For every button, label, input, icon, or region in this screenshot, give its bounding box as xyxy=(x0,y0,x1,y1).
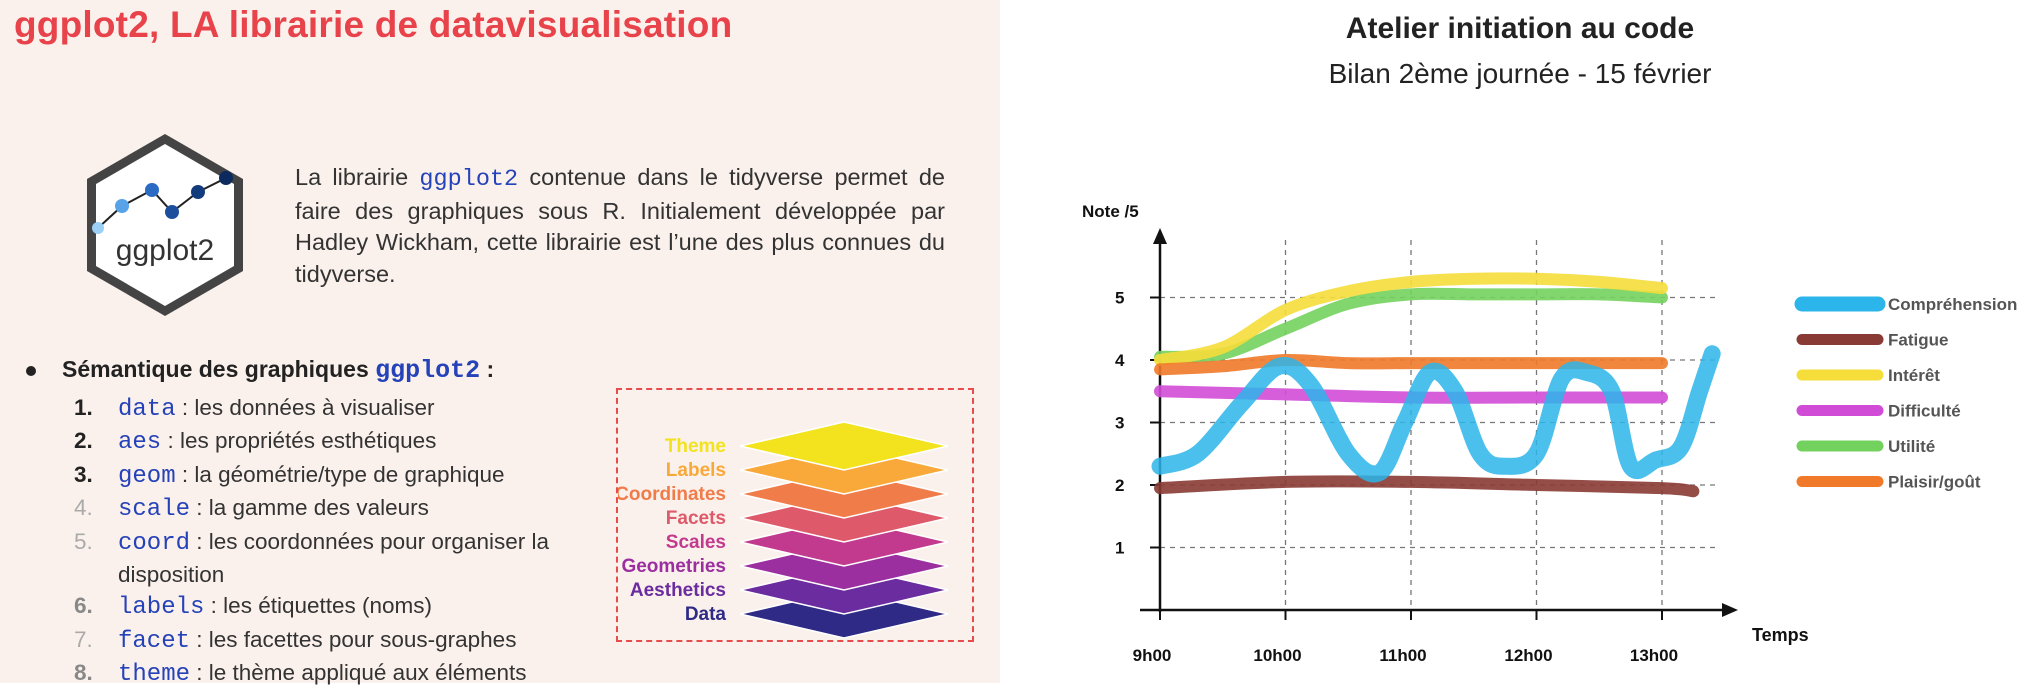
series-line xyxy=(1154,475,1700,498)
layer-label: Labels xyxy=(666,460,726,481)
item-text: : les coordonnées pour organiser la disp… xyxy=(118,528,549,588)
item-code: labels xyxy=(118,594,205,622)
intro-paragraph: La librairie ggplot2 contenue dans le ti… xyxy=(295,162,945,290)
intro-code: ggplot2 xyxy=(419,166,519,193)
semantics-list: 1. data : les données à visualiser 2. aes :… xyxy=(74,392,614,691)
semantics-item: 2. aes : les propriétés esthétiques xyxy=(74,425,614,458)
item-code: data xyxy=(118,396,176,423)
item-text: : les données à visualiser xyxy=(175,395,435,420)
item-code: scale xyxy=(118,496,191,524)
semantics-item: 1. data : les données à visualiser xyxy=(74,392,614,425)
bullet-icon xyxy=(26,365,36,376)
legend-label: Difficulté xyxy=(1888,402,1961,421)
x-tick-label: 11h00 xyxy=(1379,646,1426,665)
item-number: 1. xyxy=(74,395,93,420)
legend-label: Fatigue xyxy=(1888,331,1948,350)
semantics-item: 3. geom : la géométrie/type de graphique xyxy=(74,459,614,492)
logo-text: ggplot2 xyxy=(116,234,214,267)
item-code: coord xyxy=(118,529,191,557)
slide-title: ggplot2, LA librairie de datavisualisati… xyxy=(14,4,733,45)
y-axis-arrow-icon xyxy=(1153,228,1167,244)
slide-panel: ggplot2, LA librairie de datavisualisati… xyxy=(0,0,1000,688)
item-text: : la géométrie/type de graphique xyxy=(175,461,505,487)
item-number: 7. xyxy=(74,626,93,652)
intro-pre: La librairie xyxy=(295,164,420,190)
y-tick-label: 2 xyxy=(1115,476,1124,495)
item-code: theme xyxy=(118,661,191,689)
line-chart: 1 2 3 4 5 9h00 10h00 11h00 12h00 13h00 Note /5 Temp… xyxy=(1082,202,2017,665)
item-text: : la gamme des valeurs xyxy=(190,495,429,521)
layers-diagram: Theme Labels Coordinates Facets Scales Geomet… xyxy=(615,388,974,642)
item-number: 5. xyxy=(74,528,93,554)
series-line xyxy=(1151,345,1721,483)
semantics-colon: : xyxy=(480,356,495,382)
chart-title: Atelier initiation au code xyxy=(1345,12,1695,45)
legend-label: Utilité xyxy=(1888,437,1935,456)
layer-shape xyxy=(739,421,949,471)
layer-label: Scales xyxy=(666,532,726,553)
item-text: : les facettes pour sous-graphes xyxy=(190,626,517,652)
x-tick-label: 13h00 xyxy=(1630,646,1678,665)
layer-label: Data xyxy=(685,604,727,625)
layer-label: Coordinates xyxy=(618,484,726,505)
item-number: 8. xyxy=(74,660,93,686)
semantics-item: 5. coord : les coordonnées pour organiser… xyxy=(74,526,614,591)
item-number: 2. xyxy=(74,428,93,454)
layer-label: Geometries xyxy=(621,556,726,577)
y-tick-label: 4 xyxy=(1115,351,1125,370)
semantics-label: Sémantique des graphiques xyxy=(62,356,369,382)
semantics-item: 6. labels : les étiquettes (noms) xyxy=(74,590,614,623)
legend-label: Intérêt xyxy=(1888,366,1940,385)
semantics-item: 4. scale : la gamme des valeurs xyxy=(74,492,614,525)
item-text: : les propriétés esthétiques xyxy=(161,428,437,454)
x-axis-arrow-icon xyxy=(1722,603,1738,617)
semantics-item: 8. theme : le thème appliqué aux éléments xyxy=(74,657,614,690)
item-number: 3. xyxy=(74,461,93,487)
item-text: : les étiquettes (noms) xyxy=(204,593,433,619)
series-line xyxy=(1154,272,1668,366)
y-tick-label: 5 xyxy=(1115,289,1124,308)
layer-label: Facets xyxy=(666,508,726,529)
semantics-heading: Sémantique des graphiques ggplot2 : xyxy=(26,356,494,385)
x-tick-label: 12h00 xyxy=(1504,646,1552,665)
y-tick-label: 3 xyxy=(1115,414,1124,433)
item-number: 4. xyxy=(74,495,93,521)
chart-subtitle: Bilan 2ème journée - 15 février xyxy=(1328,58,1712,89)
layer-label: Theme xyxy=(665,436,726,457)
item-text: : le thème appliqué aux éléments xyxy=(190,660,527,686)
y-axis-label: Note /5 xyxy=(1082,202,1139,221)
chart-panel: Atelier initiation au code Bilan 2ème jo… xyxy=(1000,0,2040,683)
x-tick-label: 10h00 xyxy=(1253,646,1301,665)
semantics-item: 7. facet : les facettes pour sous-graphes xyxy=(74,624,614,657)
item-code: geom xyxy=(118,462,176,490)
legend-label: Compréhension xyxy=(1888,295,2017,314)
item-number: 6. xyxy=(74,593,93,619)
item-code: aes xyxy=(118,429,162,457)
item-code: facet xyxy=(118,627,191,655)
x-axis-label: Temps xyxy=(1752,625,1809,645)
y-tick-label: 1 xyxy=(1115,539,1124,558)
ggplot2-logo: ggplot2 xyxy=(87,134,243,316)
intro-post: contenue dans le tidyverse permet de fai… xyxy=(295,164,945,287)
legend-label: Plaisir/goût xyxy=(1888,473,1981,492)
series-line xyxy=(1154,287,1668,363)
semantics-code: ggplot2 xyxy=(375,356,481,385)
layer-label: Aesthetics xyxy=(630,580,726,601)
x-tick-label: 9h00 xyxy=(1133,646,1172,665)
